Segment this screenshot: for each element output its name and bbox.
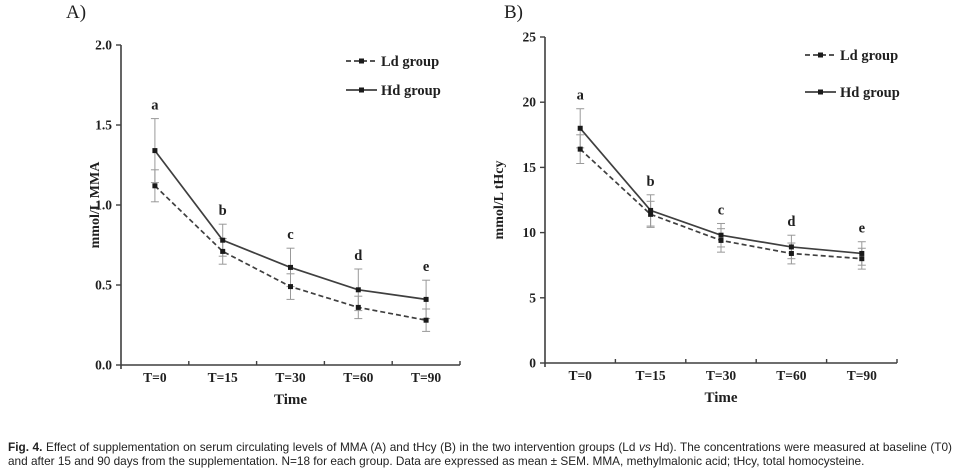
svg-text:5: 5 bbox=[529, 290, 536, 305]
svg-text:T=0: T=0 bbox=[143, 370, 167, 385]
svg-text:Ld group: Ld group bbox=[840, 48, 898, 64]
svg-text:0: 0 bbox=[529, 356, 536, 371]
svg-text:2.0: 2.0 bbox=[95, 38, 112, 53]
svg-text:T=60: T=60 bbox=[343, 370, 373, 385]
svg-text:T=0: T=0 bbox=[568, 368, 592, 383]
svg-text:15: 15 bbox=[523, 160, 537, 175]
svg-text:T=15: T=15 bbox=[635, 368, 665, 383]
svg-text:T=15: T=15 bbox=[208, 370, 238, 385]
panel-b-label: B) bbox=[504, 2, 523, 23]
svg-text:20: 20 bbox=[523, 95, 537, 110]
svg-text:Ld group: Ld group bbox=[381, 54, 439, 70]
svg-text:10: 10 bbox=[523, 225, 537, 240]
svg-text:mmol/L MMA: mmol/L MMA bbox=[88, 161, 103, 249]
svg-text:Hd group: Hd group bbox=[840, 85, 900, 101]
svg-text:1.5: 1.5 bbox=[95, 118, 112, 133]
svg-text:T=30: T=30 bbox=[706, 368, 736, 383]
svg-text:Hd group: Hd group bbox=[381, 83, 441, 99]
svg-text:Time: Time bbox=[704, 390, 737, 406]
svg-text:e: e bbox=[423, 259, 430, 275]
caption-text-2: Hd). The concentrations were measured at… bbox=[8, 439, 952, 468]
panel-a-label: A) bbox=[66, 2, 87, 23]
svg-text:Time: Time bbox=[274, 392, 307, 408]
svg-text:0.5: 0.5 bbox=[95, 278, 112, 293]
svg-text:c: c bbox=[718, 202, 725, 218]
svg-text:e: e bbox=[859, 221, 866, 237]
svg-text:T=30: T=30 bbox=[275, 370, 305, 385]
svg-text:T=60: T=60 bbox=[776, 368, 806, 383]
svg-text:T=90: T=90 bbox=[411, 370, 441, 385]
caption-text-1: Effect of supplementation on serum circu… bbox=[42, 439, 639, 454]
svg-text:1.0: 1.0 bbox=[95, 198, 112, 213]
figure-caption: Fig. 4. Effect of supplementation on ser… bbox=[8, 440, 952, 468]
svg-text:25: 25 bbox=[523, 30, 537, 45]
svg-text:0.0: 0.0 bbox=[95, 358, 112, 373]
chart-mma: 0.0 0.5 1.0 1.5 2.0 T=0 T=15 T=30 T=60 T=90 mmol/L… bbox=[88, 38, 461, 408]
svg-text:T=90: T=90 bbox=[847, 368, 877, 383]
chart-thcy: 0 5 10 15 20 25 T=0 T=15 T=30 T=60 T=90 mmol/L tHcy… bbox=[492, 30, 900, 407]
svg-text:mmol/L tHcy: mmol/L tHcy bbox=[492, 161, 507, 240]
svg-text:d: d bbox=[354, 248, 362, 264]
svg-text:b: b bbox=[219, 203, 227, 219]
svg-text:d: d bbox=[787, 214, 795, 230]
svg-text:c: c bbox=[287, 227, 294, 243]
svg-text:a: a bbox=[577, 88, 585, 104]
caption-vs: vs bbox=[638, 439, 651, 454]
svg-text:a: a bbox=[151, 98, 159, 114]
svg-text:b: b bbox=[647, 174, 655, 190]
caption-figure-label: Fig. 4. bbox=[8, 439, 43, 454]
